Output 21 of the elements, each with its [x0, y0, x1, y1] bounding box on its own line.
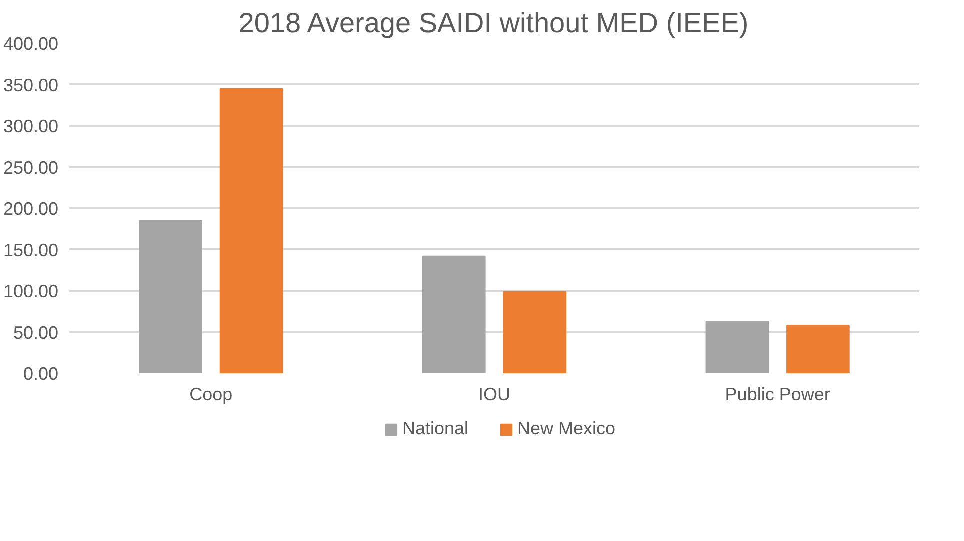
x-tick-label: Coop [190, 384, 233, 404]
bar [503, 291, 567, 374]
y-tick-label: 350.00 [3, 75, 59, 96]
legend-label: New Mexico [518, 418, 616, 440]
bar [706, 321, 770, 374]
legend-label: National [402, 418, 469, 440]
y-tick-label: 50.00 [13, 322, 59, 343]
x-tick-label: Public Power [725, 384, 830, 404]
y-tick-label: 400.00 [3, 34, 59, 54]
bar [220, 88, 284, 374]
chart-title: 2018 Average SAIDI without MED (IEEE) [238, 8, 749, 38]
bar [786, 325, 850, 374]
bar [422, 256, 486, 374]
y-tick-label: 300.00 [3, 116, 59, 136]
y-tick-label: 150.00 [3, 240, 59, 260]
bar [139, 220, 202, 374]
y-tick-label: 100.00 [3, 282, 59, 302]
y-tick-label: 250.00 [3, 158, 59, 178]
y-tick-label: 200.00 [3, 199, 59, 219]
y-tick-label: 0.00 [23, 364, 59, 384]
x-tick-label: IOU [478, 384, 511, 404]
